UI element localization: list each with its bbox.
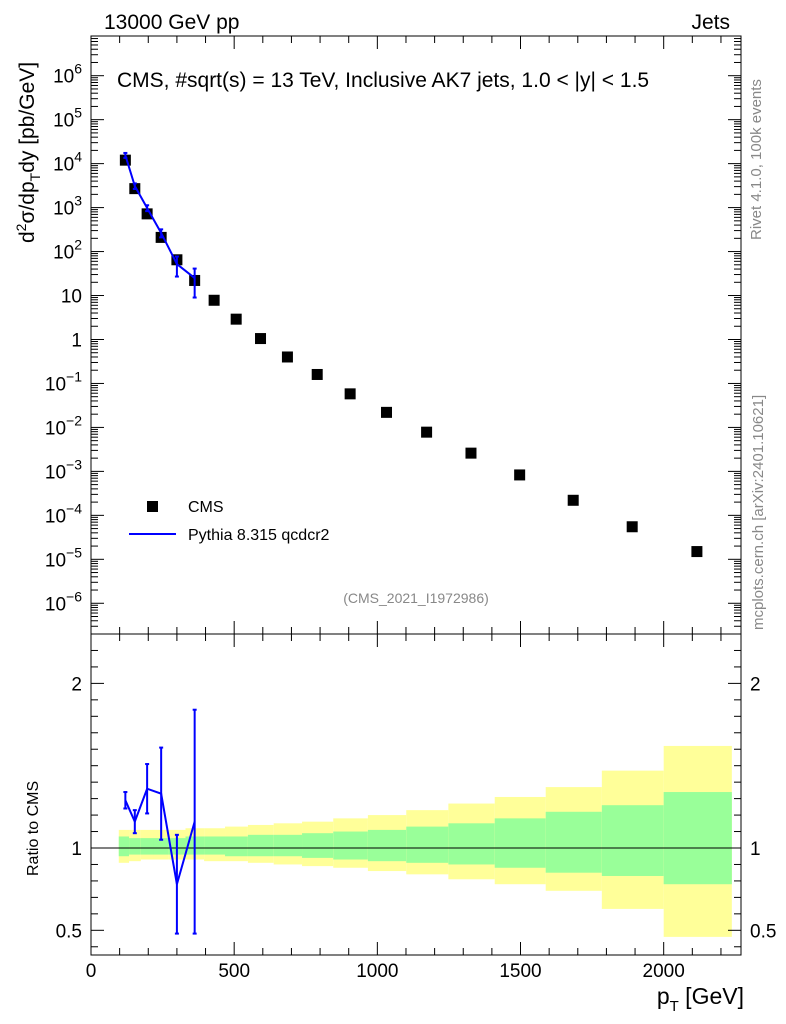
y-tick-label: 102 (53, 237, 82, 264)
mcplots-label: mcplots.cern.ch [arXiv:2401.10621] (750, 395, 767, 630)
ratio-y-tick-label-right: 2 (750, 674, 761, 695)
plot-title: CMS, #sqrt(s) = 13 TeV, Inclusive AK7 je… (117, 69, 649, 92)
cms-point (344, 388, 356, 400)
y-tick-label: 105 (53, 105, 82, 132)
rivet-label: Rivet 4.1.0, 100k events (748, 79, 765, 240)
y-tick-label: 103 (53, 193, 82, 220)
ratio-band-inner (247, 834, 274, 857)
y-tick-label: 10−6 (45, 588, 82, 615)
y-tick-label: 10−2 (45, 412, 82, 439)
y-tick-label: 10−5 (45, 544, 82, 571)
cms-point (381, 406, 393, 418)
y-tick-label: 10−3 (45, 456, 82, 483)
y-tick-label: 10−4 (45, 500, 82, 527)
x-tick-label: 1000 (356, 961, 398, 982)
cms-point (421, 426, 433, 438)
main-y-tick-labels: 10610510410310210110−110−210−310−410−510… (45, 61, 82, 616)
cms-point (626, 521, 638, 533)
cms-point (691, 546, 703, 558)
cms-point (281, 351, 293, 363)
x-axis-label: pT [GeV] (657, 983, 744, 1015)
ratio-band-inner (494, 818, 546, 868)
y-tick-label: 104 (53, 149, 82, 176)
cms-point (255, 333, 267, 345)
ratio-y-axis-label: Ratio to CMS (25, 781, 42, 876)
cms-point (311, 368, 323, 380)
x-tick-label: 1500 (499, 961, 541, 982)
cms-point (208, 294, 220, 306)
header-category: Jets (691, 11, 730, 34)
ratio-uncertainty-bands (118, 745, 732, 937)
main-data (119, 151, 703, 558)
ratio-plot-frame (90, 633, 742, 956)
ratio-band-inner (153, 838, 169, 855)
ratio-y-tick-label-right: 1 (750, 839, 761, 860)
cms-point (465, 447, 477, 459)
ratio-band-inner (663, 792, 732, 885)
pythia-line (124, 154, 196, 279)
y-tick-label: 106 (53, 61, 82, 88)
ratio-band-inner (273, 834, 303, 857)
ratio-band-inner (545, 811, 602, 873)
header-process: 13000 GeV pp (104, 11, 239, 34)
main-ticks (90, 35, 741, 635)
ratio-band-inner (225, 836, 248, 857)
x-tick-label: 500 (218, 961, 250, 982)
ratio-ticks: 0.5 0.5 1 1 2 2 (56, 634, 776, 955)
ratio-plot: 0.5 0.5 1 1 2 2 Ratio to CMS (25, 633, 776, 956)
cms-point (230, 313, 242, 325)
analysis-watermark: (CMS_2021_I1972986) (343, 590, 489, 606)
ratio-band-inner (406, 826, 449, 863)
x-tick-label: 0 (86, 961, 97, 982)
ratio-band-inner (129, 838, 141, 855)
ratio-band-inner (204, 836, 226, 855)
ratio-band-inner (118, 836, 130, 857)
y-axis-label: d2σ/dpTdy [pb/GeV] (13, 62, 43, 243)
ratio-band-inner (448, 823, 495, 865)
legend-pythia-label: Pythia 8.315 qcdcr2 (188, 527, 330, 544)
ratio-y-tick-label-left: 2 (71, 674, 82, 695)
legend: CMS Pythia 8.315 qcdcr2 (129, 499, 330, 544)
x-tick-label: 2000 (643, 961, 685, 982)
ratio-data (91, 708, 741, 935)
main-plot-frame (90, 35, 742, 635)
ratio-band-inner (140, 838, 154, 855)
ratio-band-inner (601, 805, 664, 876)
legend-cms-label: CMS (188, 499, 224, 516)
cms-point (514, 469, 526, 481)
cms-point (141, 208, 153, 220)
pythia-ratio-line (124, 787, 196, 885)
ratio-band-inner (333, 831, 368, 860)
ratio-band-inner (367, 829, 407, 862)
cms-point (567, 494, 579, 506)
ratio-band-inner (302, 833, 334, 858)
ratio-y-tick-label-left: 0.5 (56, 921, 82, 942)
y-tick-label: 1 (71, 330, 82, 351)
ratio-y-tick-label-left: 1 (71, 839, 82, 860)
legend-cms-marker (147, 501, 158, 512)
y-tick-label: 10 (61, 287, 82, 308)
main-plot: 10610510410310210110−110−210−310−410−510… (13, 35, 742, 635)
cms-point (119, 154, 131, 166)
ratio-y-tick-label-right: 0.5 (750, 921, 776, 942)
y-tick-label: 10−1 (45, 368, 82, 395)
